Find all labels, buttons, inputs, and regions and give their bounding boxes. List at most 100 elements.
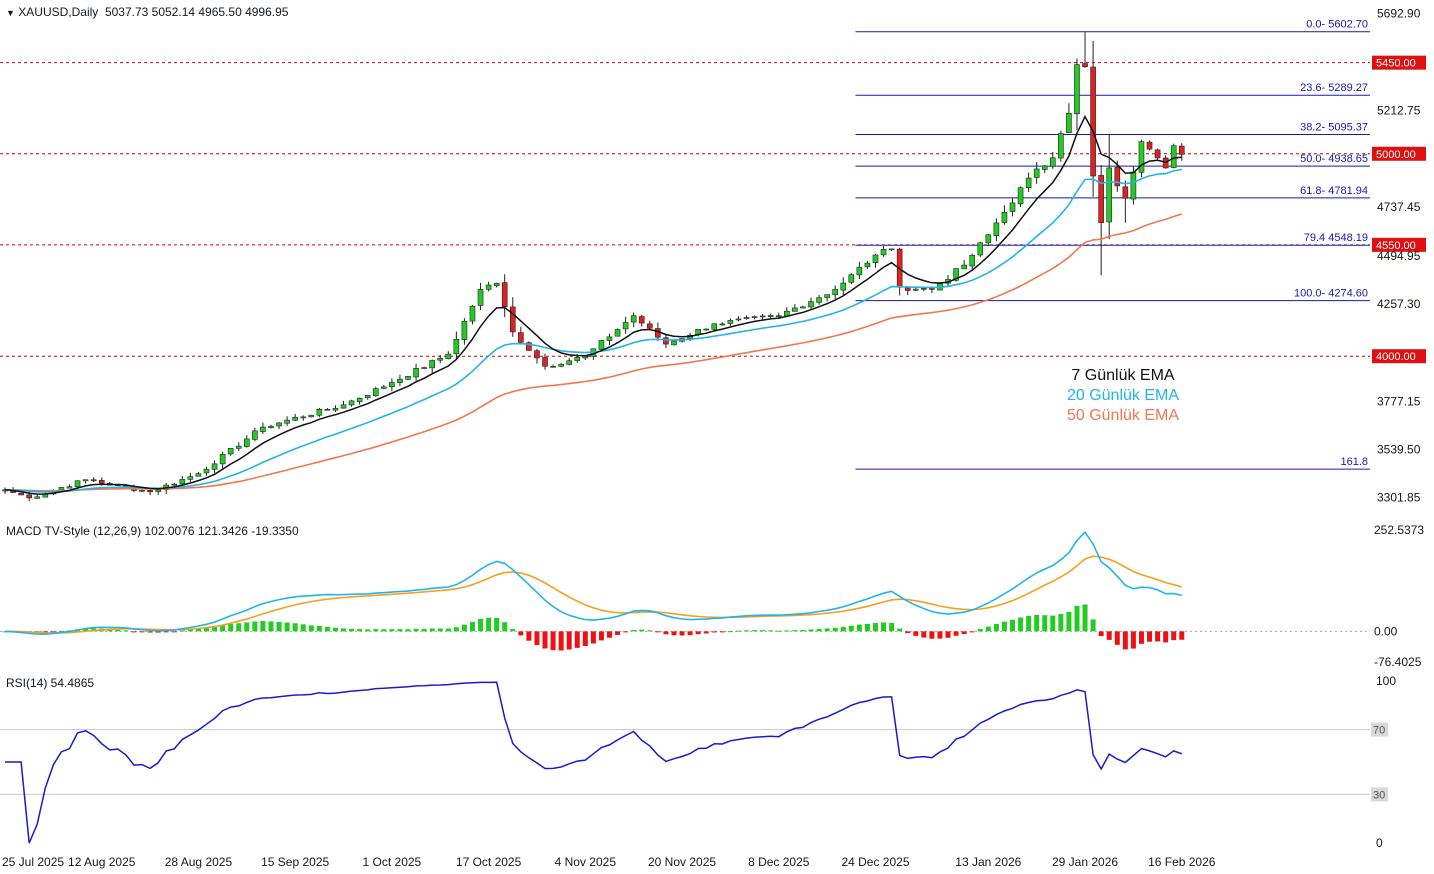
- candle-body: [534, 350, 540, 359]
- candle-body: [381, 386, 387, 389]
- dropdown-arrow-icon[interactable]: ▼: [6, 8, 15, 18]
- y-tick-label: 3777.15: [1377, 394, 1421, 408]
- ema-legend-entry: 7 Günlük EMA: [1071, 367, 1174, 384]
- macd-hist-bar: [308, 625, 314, 632]
- candle-body: [1098, 175, 1104, 223]
- candle-body: [800, 306, 806, 309]
- macd-hist-bar: [1106, 631, 1112, 640]
- candle-body: [969, 254, 976, 267]
- candle-body: [429, 360, 435, 369]
- macd-hist-bar: [139, 631, 145, 633]
- candle-body: [606, 336, 613, 341]
- macd-hist-bar: [107, 629, 113, 632]
- macd-hist-bar: [655, 631, 661, 633]
- candle-body: [34, 496, 41, 499]
- macd-hist-bar: [663, 631, 669, 635]
- macd-hist-bar: [502, 622, 508, 632]
- macd-hist-bar: [977, 629, 983, 632]
- macd-hist-bar: [848, 625, 854, 632]
- candle-body: [171, 483, 178, 486]
- candle-body: [179, 479, 186, 485]
- macd-hist-bar: [695, 631, 701, 635]
- price-level-label: 5450.00: [1376, 58, 1416, 70]
- price-level-badge: [1372, 237, 1426, 252]
- macd-hist-bar: [752, 630, 758, 632]
- macd-hist-bar: [1163, 631, 1169, 643]
- candle-body: [1009, 202, 1016, 212]
- candle-body: [26, 494, 32, 499]
- macd-hist-bar: [260, 621, 266, 632]
- candle-body: [832, 289, 838, 296]
- candle-body: [638, 316, 645, 324]
- candle-body: [526, 342, 532, 351]
- macd-hist-bar: [244, 622, 250, 632]
- candle-body: [1058, 133, 1064, 159]
- candle-body: [413, 368, 419, 378]
- candle-body: [195, 473, 202, 477]
- macd-hist-bar: [566, 631, 572, 650]
- candle-body: [1130, 171, 1137, 200]
- macd-hist-bar: [993, 623, 999, 632]
- candle-body: [864, 262, 871, 268]
- candle-body: [921, 288, 927, 290]
- fib-label: 23.6- 5289.27: [1300, 82, 1368, 94]
- macd-hist-bar: [429, 628, 435, 632]
- candle-body: [18, 492, 24, 496]
- candle-body: [316, 408, 323, 416]
- price-level-label: 4550.00: [1376, 240, 1416, 252]
- candle-body: [461, 320, 468, 340]
- ohlc-values: 5037.73 5052.14 4965.50 4996.95: [104, 5, 289, 19]
- macd-hist-bar: [1050, 615, 1056, 632]
- candle-body: [66, 486, 73, 489]
- macd-hist-bar: [1171, 631, 1177, 641]
- candle-body: [227, 448, 234, 455]
- fib-label: 79.4 4548.19: [1304, 232, 1368, 244]
- candle-body: [1050, 157, 1056, 167]
- candle-body: [139, 490, 145, 492]
- candle-body: [904, 287, 911, 291]
- x-tick-label: 1 Oct 2025: [363, 855, 422, 869]
- candle-body: [558, 364, 564, 367]
- candle-body: [98, 479, 105, 484]
- macd-hist-bar: [252, 621, 258, 632]
- macd-hist-bar: [1082, 604, 1088, 632]
- ema-legend-entry: 50 Günlük EMA: [1067, 407, 1179, 424]
- macd-hist-bar: [486, 617, 492, 632]
- macd-hist-bar: [478, 618, 484, 632]
- rsi-y-tick: 30: [1373, 789, 1385, 801]
- candle-body: [566, 360, 573, 365]
- candle-body: [340, 404, 347, 409]
- candle-body: [1154, 149, 1161, 159]
- candle-body: [912, 288, 919, 291]
- candle-body: [622, 322, 629, 330]
- candle-body: [82, 479, 89, 482]
- candle-body: [453, 338, 460, 355]
- macd-hist-bar: [623, 631, 629, 633]
- macd-hist-bar: [332, 627, 338, 632]
- candle-body: [445, 353, 452, 360]
- macd-hist-bar: [784, 630, 790, 632]
- macd-hist-bar: [115, 629, 121, 632]
- candle-body: [477, 289, 484, 306]
- x-tick-label: 8 Dec 2025: [748, 855, 810, 869]
- x-tick-label: 4 Nov 2025: [555, 855, 617, 869]
- candle-body: [324, 408, 331, 411]
- macd-hist-bar: [985, 626, 991, 632]
- macd-y-tick: 0.00: [1374, 624, 1398, 638]
- macd-hist-bar: [220, 625, 226, 632]
- macd-hist-bar: [236, 623, 242, 632]
- candle-body: [1041, 165, 1048, 170]
- candle-body: [155, 489, 161, 492]
- macd-hist-bar: [945, 631, 951, 638]
- candles: [2, 31, 1185, 502]
- candle-body: [332, 407, 339, 411]
- macd-hist-bar: [816, 628, 822, 632]
- macd-hist-bar: [808, 629, 814, 632]
- candle-body: [808, 301, 814, 308]
- candle-body: [767, 315, 774, 317]
- macd-hist-bar: [204, 627, 209, 632]
- macd-hist-bar: [590, 631, 596, 644]
- x-tick-label: 17 Oct 2025: [456, 855, 522, 869]
- symbol-label: XAUUSD,Daily: [18, 5, 99, 19]
